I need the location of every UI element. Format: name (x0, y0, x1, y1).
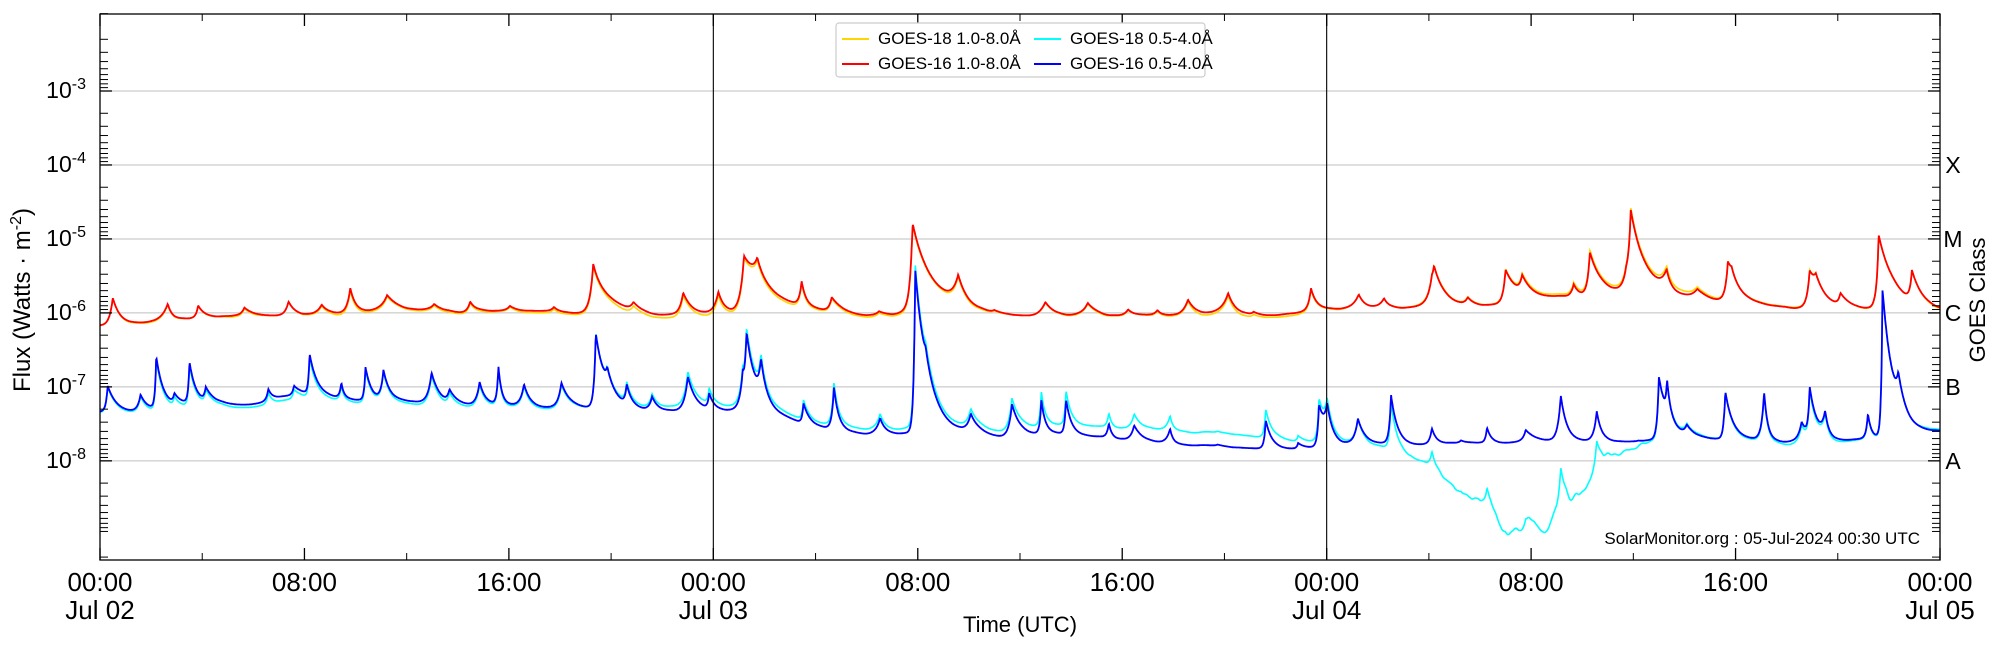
svg-text:16:00: 16:00 (476, 567, 541, 597)
svg-text:X: X (1945, 152, 1960, 178)
svg-text:B: B (1945, 374, 1960, 400)
svg-text:00:00: 00:00 (1294, 567, 1359, 597)
svg-text:16:00: 16:00 (1090, 567, 1155, 597)
svg-text:C: C (1945, 300, 1962, 326)
svg-text:08:00: 08:00 (885, 567, 950, 597)
svg-text:Jul 04: Jul 04 (1292, 595, 1361, 625)
svg-text:Jul 02: Jul 02 (65, 595, 134, 625)
svg-text:A: A (1945, 448, 1961, 474)
svg-text:SolarMonitor.org : 05-Jul-2024: SolarMonitor.org : 05-Jul-2024 00:30 UTC (1604, 529, 1920, 548)
svg-text:Jul 05: Jul 05 (1905, 595, 1974, 625)
svg-text:GOES-18 1.0-8.0Å: GOES-18 1.0-8.0Å (878, 29, 1021, 48)
svg-text:GOES Class: GOES Class (1965, 238, 1990, 363)
svg-text:GOES-16 1.0-8.0Å: GOES-16 1.0-8.0Å (878, 54, 1021, 73)
svg-text:16:00: 16:00 (1703, 567, 1768, 597)
svg-text:00:00: 00:00 (67, 567, 132, 597)
svg-text:Time (UTC): Time (UTC) (963, 612, 1077, 637)
svg-text:00:00: 00:00 (681, 567, 746, 597)
svg-text:08:00: 08:00 (272, 567, 337, 597)
svg-text:M: M (1943, 226, 1962, 252)
svg-text:Jul 03: Jul 03 (679, 595, 748, 625)
svg-text:Flux (Watts · m-2): Flux (Watts · m-2) (8, 208, 36, 392)
svg-text:08:00: 08:00 (1499, 567, 1564, 597)
svg-text:GOES-18 0.5-4.0Å: GOES-18 0.5-4.0Å (1070, 29, 1213, 48)
svg-text:GOES-16 0.5-4.0Å: GOES-16 0.5-4.0Å (1070, 54, 1213, 73)
svg-text:00:00: 00:00 (1907, 567, 1972, 597)
